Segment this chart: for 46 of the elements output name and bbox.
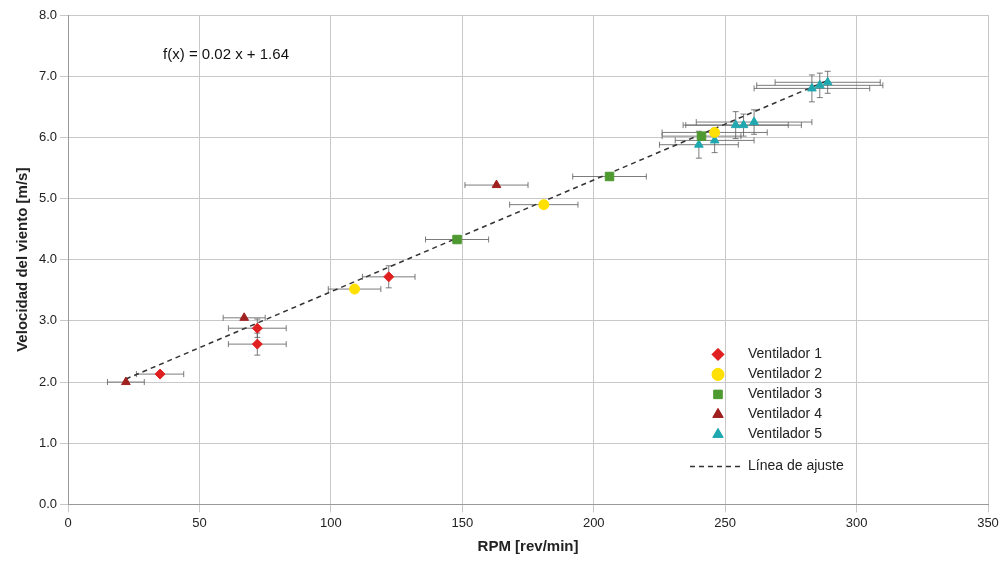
x-tick-label: 50 xyxy=(192,514,207,530)
y-tick-label: 2.0 xyxy=(38,373,58,389)
point xyxy=(749,116,759,126)
y-tick-label: 0.0 xyxy=(38,495,58,511)
y-axis-title: Velocidad del viento [m/s] xyxy=(13,167,31,352)
annotation: f(x) = 0.02 x + 1.64 xyxy=(163,45,289,63)
legend-label: Ventilador 5 xyxy=(748,425,823,442)
point xyxy=(154,368,166,380)
point xyxy=(383,271,395,283)
x-tick-label: 100 xyxy=(320,514,342,530)
x-tick-label: 150 xyxy=(451,514,474,530)
y-tick-label: 7.0 xyxy=(38,67,58,83)
x-tick-label: 0 xyxy=(64,514,72,530)
x-axis-title: RPM [rev/min] xyxy=(477,537,579,555)
y-tick-label: 8.0 xyxy=(38,6,58,22)
legend-label: Ventilador 2 xyxy=(748,365,823,382)
point xyxy=(814,79,825,89)
point xyxy=(239,312,249,321)
y-tick-label: 4.0 xyxy=(38,251,58,267)
x-tick-label: 250 xyxy=(714,514,737,530)
legend-label: Ventilador 4 xyxy=(748,405,823,422)
point xyxy=(251,338,263,350)
x-tick-label: 200 xyxy=(582,514,605,530)
y-tick-label: 6.0 xyxy=(38,128,58,144)
point xyxy=(709,126,721,138)
y-tick-label: 3.0 xyxy=(38,312,58,328)
y-tick-label: 1.0 xyxy=(38,434,58,450)
point xyxy=(452,234,462,245)
point xyxy=(604,171,615,182)
x-tick-label: 300 xyxy=(845,514,868,530)
point xyxy=(491,179,502,189)
point xyxy=(121,376,131,386)
point xyxy=(696,131,707,141)
point xyxy=(822,76,833,86)
point xyxy=(738,119,749,129)
x-tick-label: 350 xyxy=(977,514,999,530)
point xyxy=(694,139,704,148)
point xyxy=(807,82,817,92)
legend-label: Ventilador 3 xyxy=(748,385,823,402)
legend-label: Línea de ajuste xyxy=(748,457,844,474)
point xyxy=(349,283,361,295)
y-tick-label: 5.0 xyxy=(38,190,58,206)
point xyxy=(538,199,550,211)
point xyxy=(251,322,263,334)
legend-label: Ventilador 1 xyxy=(748,345,823,362)
point xyxy=(730,119,741,129)
